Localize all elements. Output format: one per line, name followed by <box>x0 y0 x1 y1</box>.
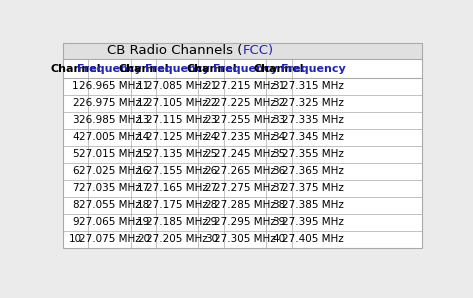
Text: 39: 39 <box>272 217 286 227</box>
Text: 16: 16 <box>137 166 150 176</box>
Text: 37: 37 <box>272 183 286 193</box>
Text: 27.025 MHz: 27.025 MHz <box>79 166 140 176</box>
Text: 11: 11 <box>137 81 150 91</box>
Text: 13: 13 <box>137 115 150 125</box>
Text: 12: 12 <box>137 98 150 108</box>
Text: Channel: Channel <box>50 63 101 74</box>
Text: 27.235 MHz: 27.235 MHz <box>214 132 276 142</box>
Text: 7: 7 <box>72 183 79 193</box>
Text: 2: 2 <box>72 98 79 108</box>
Text: 27.135 MHz: 27.135 MHz <box>147 149 208 159</box>
Text: 34: 34 <box>272 132 286 142</box>
Text: Frequency: Frequency <box>280 63 345 74</box>
Text: 27.395 MHz: 27.395 MHz <box>282 217 344 227</box>
Text: 26: 26 <box>205 166 218 176</box>
FancyBboxPatch shape <box>63 43 422 59</box>
Text: 14: 14 <box>137 132 150 142</box>
Text: 27.115 MHz: 27.115 MHz <box>147 115 208 125</box>
Text: 26.965 MHz: 26.965 MHz <box>79 81 140 91</box>
Text: 27.125 MHz: 27.125 MHz <box>147 132 208 142</box>
Text: 27.295 MHz: 27.295 MHz <box>214 217 276 227</box>
Text: 24: 24 <box>205 132 218 142</box>
Text: Channel: Channel <box>186 63 236 74</box>
Text: 27.335 MHz: 27.335 MHz <box>282 115 344 125</box>
Text: 33: 33 <box>272 115 286 125</box>
Text: 18: 18 <box>137 200 150 210</box>
Text: 27.385 MHz: 27.385 MHz <box>282 200 344 210</box>
Text: 8: 8 <box>72 200 79 210</box>
Text: Frequency: Frequency <box>213 63 278 74</box>
Text: 32: 32 <box>272 98 286 108</box>
Text: 27.105 MHz: 27.105 MHz <box>147 98 208 108</box>
Text: 27.325 MHz: 27.325 MHz <box>282 98 344 108</box>
Text: 27.055 MHz: 27.055 MHz <box>79 200 140 210</box>
Text: 28: 28 <box>205 200 218 210</box>
Text: CB Radio Channels (: CB Radio Channels ( <box>107 44 242 58</box>
Text: Frequency: Frequency <box>145 63 210 74</box>
Text: 22: 22 <box>205 98 218 108</box>
Text: 27.365 MHz: 27.365 MHz <box>282 166 344 176</box>
Text: 27.035 MHz: 27.035 MHz <box>79 183 140 193</box>
Text: 36: 36 <box>272 166 286 176</box>
Text: Frequency: Frequency <box>77 63 142 74</box>
Text: 29: 29 <box>205 217 218 227</box>
Text: 27.355 MHz: 27.355 MHz <box>282 149 344 159</box>
Text: 27.005 MHz: 27.005 MHz <box>79 132 140 142</box>
Text: FCC): FCC) <box>242 44 273 58</box>
FancyBboxPatch shape <box>63 78 422 248</box>
Text: 19: 19 <box>137 217 150 227</box>
Text: 3: 3 <box>72 115 79 125</box>
Text: 40: 40 <box>272 234 286 244</box>
Text: 35: 35 <box>272 149 286 159</box>
Text: 27.075 MHz: 27.075 MHz <box>79 234 140 244</box>
Text: 27.155 MHz: 27.155 MHz <box>147 166 208 176</box>
Text: 27.275 MHz: 27.275 MHz <box>214 183 276 193</box>
Text: 27.215 MHz: 27.215 MHz <box>214 81 276 91</box>
Text: 27.285 MHz: 27.285 MHz <box>214 200 276 210</box>
Text: 21: 21 <box>205 81 218 91</box>
Text: 27.245 MHz: 27.245 MHz <box>214 149 276 159</box>
Text: 5: 5 <box>72 149 79 159</box>
Text: 27.065 MHz: 27.065 MHz <box>79 217 140 227</box>
Text: 17: 17 <box>137 183 150 193</box>
Text: Channel: Channel <box>254 63 304 74</box>
Text: 27.085 MHz: 27.085 MHz <box>147 81 208 91</box>
Text: 31: 31 <box>272 81 286 91</box>
Text: 6: 6 <box>72 166 79 176</box>
Text: 23: 23 <box>205 115 218 125</box>
Text: 27.375 MHz: 27.375 MHz <box>282 183 344 193</box>
Text: 10: 10 <box>69 234 82 244</box>
Text: 20: 20 <box>137 234 150 244</box>
Text: 15: 15 <box>137 149 150 159</box>
Text: 27.015 MHz: 27.015 MHz <box>79 149 140 159</box>
Text: 30: 30 <box>205 234 218 244</box>
Text: 27.255 MHz: 27.255 MHz <box>214 115 276 125</box>
FancyBboxPatch shape <box>63 59 422 78</box>
Text: 27.225 MHz: 27.225 MHz <box>214 98 276 108</box>
Text: 27.315 MHz: 27.315 MHz <box>282 81 344 91</box>
Text: 1: 1 <box>72 81 79 91</box>
Text: 27.185 MHz: 27.185 MHz <box>147 217 208 227</box>
Text: 27.305 MHz: 27.305 MHz <box>214 234 276 244</box>
Text: 27.205 MHz: 27.205 MHz <box>147 234 208 244</box>
Text: 27.265 MHz: 27.265 MHz <box>214 166 276 176</box>
Text: 9: 9 <box>72 217 79 227</box>
Text: 38: 38 <box>272 200 286 210</box>
Text: 27: 27 <box>205 183 218 193</box>
Text: 27.405 MHz: 27.405 MHz <box>282 234 344 244</box>
Text: 25: 25 <box>205 149 218 159</box>
Text: 4: 4 <box>72 132 79 142</box>
Text: 27.345 MHz: 27.345 MHz <box>282 132 344 142</box>
Text: 27.175 MHz: 27.175 MHz <box>147 200 208 210</box>
Text: 26.985 MHz: 26.985 MHz <box>79 115 140 125</box>
Text: 27.165 MHz: 27.165 MHz <box>147 183 208 193</box>
Text: 26.975 MHz: 26.975 MHz <box>79 98 140 108</box>
Text: Channel: Channel <box>118 63 169 74</box>
